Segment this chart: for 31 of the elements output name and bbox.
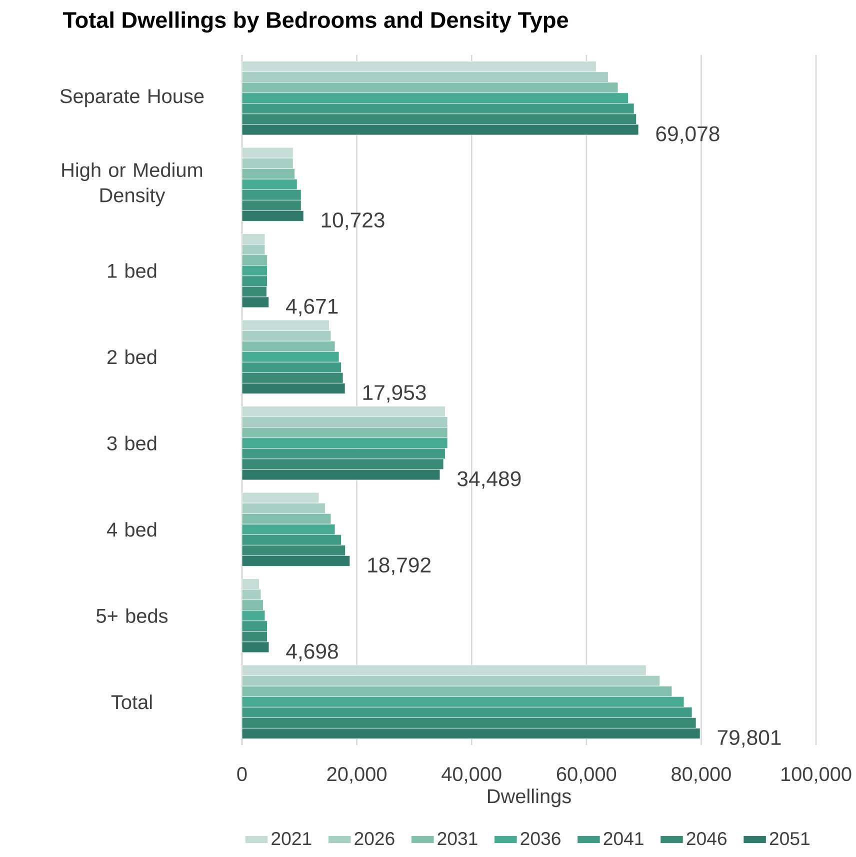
data-label: 4,671 bbox=[286, 298, 338, 316]
y-tick-label: 3 bed bbox=[107, 436, 156, 450]
x-tick-label: 20,000 bbox=[327, 767, 386, 784]
chart-title: Total Dwellings by Bedrooms and Density Type bbox=[62, 11, 568, 33]
x-tick-label: 0 bbox=[237, 767, 247, 782]
y-tick-label: High or Medium Density bbox=[62, 162, 202, 206]
x-axis-title: Dwellings bbox=[488, 788, 571, 808]
x-tick-label: 60,000 bbox=[556, 767, 616, 784]
legend-label: 2036 bbox=[520, 832, 560, 846]
legend-label: 2046 bbox=[686, 832, 726, 846]
legend-label: 2031 bbox=[438, 832, 478, 846]
legend-label: 2026 bbox=[354, 832, 394, 846]
legend-label: 2041 bbox=[604, 832, 644, 846]
data-label: 79,801 bbox=[718, 730, 781, 748]
data-label: 17,953 bbox=[363, 385, 426, 403]
x-tick-label: 100,000 bbox=[782, 767, 852, 784]
legend-label: 2051 bbox=[770, 832, 810, 846]
legend-label: 2021 bbox=[272, 832, 312, 846]
y-tick-label: 1 bed bbox=[108, 263, 156, 278]
x-tick-label: 40,000 bbox=[442, 767, 502, 784]
y-tick-label: Total bbox=[111, 694, 152, 710]
y-tick-label: 5+ beds bbox=[96, 608, 168, 623]
y-tick-label: Separate House bbox=[60, 89, 204, 108]
data-label: 4,698 bbox=[286, 644, 338, 662]
data-label: 18,792 bbox=[368, 558, 430, 576]
data-label: 69,078 bbox=[656, 126, 720, 144]
y-tick-label: 2 bed bbox=[108, 350, 156, 364]
x-tick-label: 80,000 bbox=[672, 767, 731, 784]
data-label: 10,723 bbox=[322, 212, 384, 230]
y-tick-label: 4 bed bbox=[106, 522, 156, 537]
data-label: 34,489 bbox=[457, 471, 521, 489]
